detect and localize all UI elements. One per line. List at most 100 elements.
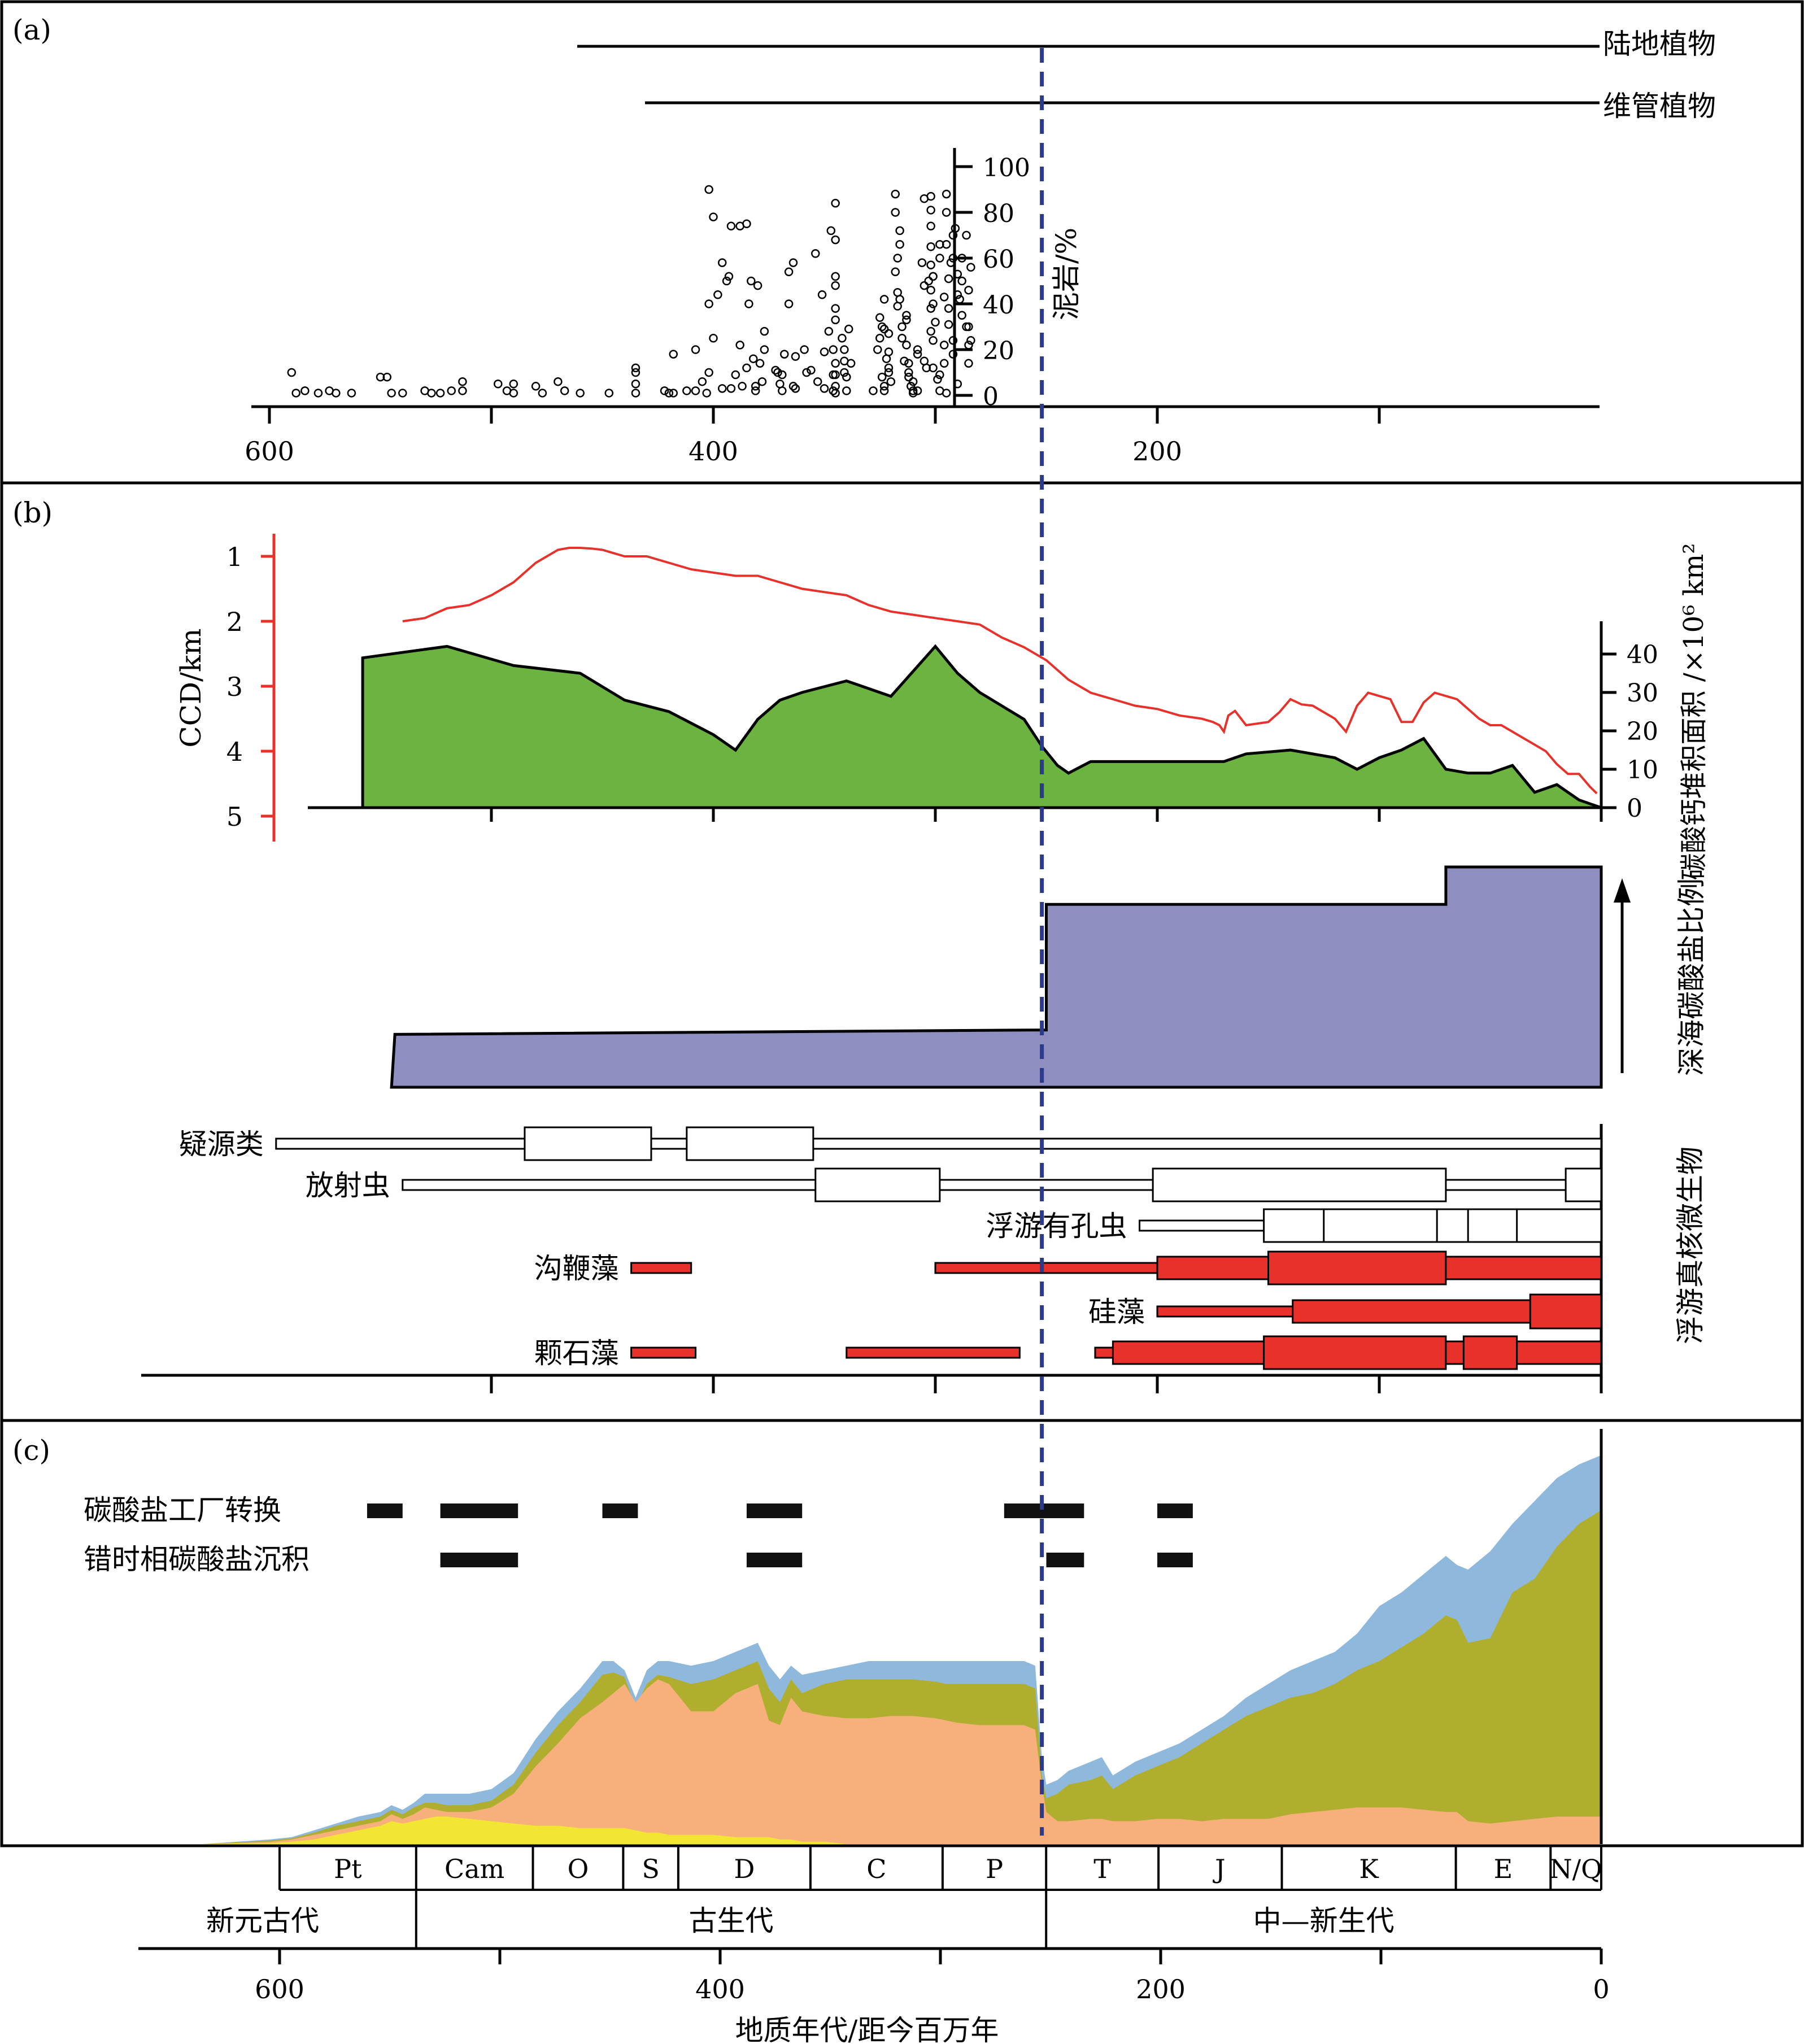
mudstone-point [953,380,962,389]
ccd-y-tick-label: 1 [226,542,243,572]
mudstone-point [347,389,356,398]
mudstone-point [604,389,614,398]
mudstone-point [840,368,849,377]
mudstone-y-tick-label: 40 [983,291,1014,320]
panel-c-frame [0,1419,1804,1847]
range-thick-bar [524,1126,652,1161]
mudstone-point [929,336,938,345]
event-bar [746,1503,803,1518]
range-thick-bar [1263,1335,1447,1370]
mudstone-point [664,389,674,398]
event-bar [1157,1503,1193,1518]
mudstone-point [755,359,765,368]
mudstone-point [879,386,889,395]
bottom-x-tick-label: 200 [1136,1974,1186,2004]
mudstone-point [831,389,840,398]
mudstone-point [948,350,958,359]
geologic-time-scale: Pt Cam O S D C P T J K E N/Q 新元古代 古生代 中—新生代 [206,1846,1602,1947]
mudstone-point [957,276,966,286]
mudstone-point [902,341,911,350]
mudstone-point [435,389,445,398]
ccd-line [402,547,1598,795]
mudstone-point [966,336,975,345]
mudstone-point [773,368,782,377]
mudstone-point [778,370,787,380]
mudstone-point [877,322,887,332]
range-thin-bar [846,1346,1021,1359]
mudstone-point [748,354,758,363]
mudstone-point [929,299,938,308]
period-label: T [1093,1854,1111,1884]
mudstone-point [447,386,456,395]
carbonate-y-tick-label: 20 [1627,717,1658,746]
mudstone-point [831,304,840,313]
mudstone-point [691,345,700,354]
range-thick-bar [1565,1167,1602,1202]
panel-a: 陆地植物 维管植物 100 80 60 40 200 泥岩/% 600 400 200 [245,28,1716,467]
range-thin-bar [275,1138,1602,1150]
mudstone-point [726,221,736,231]
mudstone-point [893,254,902,263]
mudstone-point [953,290,962,299]
ranges-group-label: 浮游真核微生物 [1674,1147,1707,1344]
mudstone-point [538,389,547,398]
mudstone-point [879,324,889,334]
mudstone-point [669,350,678,359]
deep-sea-arrow-head [1614,878,1631,903]
mudstone-point [744,299,753,308]
mudstone-point [842,372,851,382]
mudstone-point [924,276,933,286]
mudstone-point [917,258,927,267]
mudstone-point [300,386,310,395]
period-label: O [568,1854,589,1884]
mudstone-point [844,324,853,334]
mudstone-point [884,368,894,377]
range-thick-bar [814,1167,941,1202]
panel-a-x-ticks: 600 400 200 [245,407,1381,467]
taxon-label: 颗石藻 [534,1337,619,1370]
mudstone-point [760,326,769,336]
panel-b-label: (b) [12,496,53,529]
mudstone-point [735,341,744,350]
taxon-label: 放射虫 [306,1169,390,1202]
mudstone-point [382,372,392,382]
bottom-x-tick-label: 400 [695,1974,745,2004]
range-thick-bar [1462,1335,1518,1370]
mudstone-y-label: 泥岩/% [1050,228,1083,320]
mudstone-point [900,356,909,365]
event-label: 碳酸盐工厂转换 [84,1494,281,1527]
mudstone-point [660,386,669,395]
mudstone-point [576,389,585,398]
mudstone-point [631,363,640,373]
panel-c-label: (c) [12,1434,50,1467]
mudstone-point [964,341,973,350]
period-label: E [1494,1854,1513,1884]
mudstone-point [942,208,951,217]
mudstone-point [458,386,467,395]
ccd-y-label: CCD/km [175,628,207,747]
mudstone-point [811,249,820,258]
mudstone-point [427,389,436,398]
mudstone-point [902,315,911,325]
mudstone-point [751,386,760,395]
mudstone-point [807,365,816,375]
mudstone-point [554,377,563,386]
taxon-label: 硅藻 [1088,1296,1145,1328]
panel-b-x-ticks [490,808,1603,1393]
mudstone-point [884,329,894,338]
mudstone-point [933,374,942,384]
event-bar [440,1553,518,1567]
mudstone-point [753,281,762,290]
mudstone-point [332,389,341,398]
mudstone-point [704,185,713,194]
mudstone-point [926,191,935,201]
mudstone-point [942,189,951,199]
mudstone-point [957,311,966,320]
mudstone-point [962,230,971,240]
era-label: 新元古代 [206,1904,319,1937]
panel-a-x-tick-label: 600 [245,436,294,467]
bottom-x-tick-label: 0 [1593,1974,1609,2004]
panel-b: 1 2 3 4 5 CCD/km 40 30 20 10 0 碳酸钙堆积面积 /×10⁶ km²… [141,534,1710,1393]
mudstone-point [387,389,396,398]
mudstone-point [891,208,900,217]
